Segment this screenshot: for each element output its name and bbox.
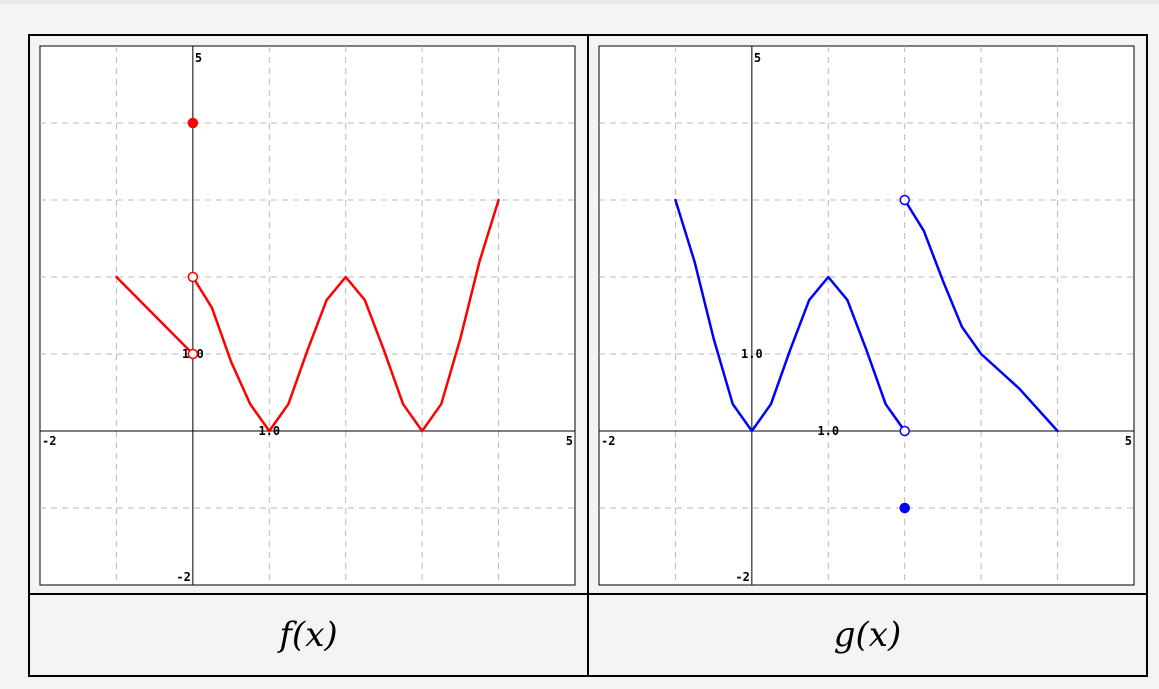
tick-label-xmax: 5: [1125, 434, 1132, 448]
open-point: [187, 271, 199, 283]
tick-label-xmin: -2: [42, 434, 56, 448]
open-point: [899, 425, 910, 437]
plot-cell-f: -255-21.01.0: [28, 34, 589, 595]
caption-f: f(x): [279, 615, 338, 655]
open-point: [899, 194, 910, 206]
filled-point: [899, 502, 910, 514]
graph-g: -2 5 5 -2 1.0 1.0: [598, 45, 1135, 586]
plot-cell-g: -2 5 5 -2 1.0 1.0: [587, 34, 1148, 595]
tick-label-ymax: 5: [195, 51, 202, 65]
caption-cell-g: g(x): [587, 593, 1148, 677]
series-line-0: [674, 198, 906, 433]
tick-label-ymin: -2: [735, 570, 749, 584]
plot-frame: [598, 45, 1135, 586]
tick-label-xmin: -2: [601, 434, 615, 448]
open-point: [187, 348, 199, 360]
tick-label-ymin: -2: [176, 570, 190, 584]
tick-label-y-one: 1.0: [741, 347, 763, 361]
series-line-0: [115, 275, 195, 356]
plot-frame: [39, 45, 576, 586]
graph-f: -255-21.01.0: [39, 45, 576, 586]
tick-label-ymax: 5: [754, 51, 761, 65]
series-line-1: [191, 198, 500, 433]
tick-label-x-one: 1.0: [817, 424, 839, 438]
caption-cell-f: f(x): [28, 593, 589, 677]
tick-label-xmax: 5: [566, 434, 573, 448]
series-line-1: [903, 198, 1059, 433]
graphs-table: -2 5 5 -2 1.0 1.0 -2 5 5 -2 1.0 1.0 f(x) g(x): [28, 34, 1148, 677]
caption-g: g(x): [833, 615, 902, 655]
filled-point: [187, 117, 199, 129]
top-divider: [0, 0, 1159, 4]
